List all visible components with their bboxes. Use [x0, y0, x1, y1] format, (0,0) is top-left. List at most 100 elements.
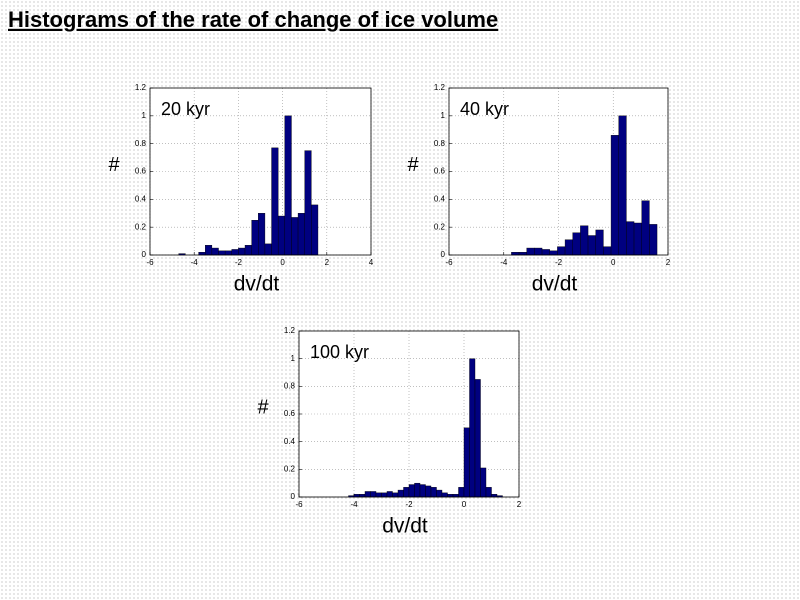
bar	[436, 489, 443, 498]
y-tick-label: 0.2	[434, 222, 446, 231]
y-tick-label: 0.4	[135, 194, 147, 203]
histogram-panel: -6 -4 -2 0 2 0 0.2 0.4 0.6 0.8 1 1.2 40 kyr dv/dt #	[407, 83, 670, 295]
plot-frame	[298, 330, 520, 498]
bar	[572, 232, 581, 256]
bar	[534, 247, 543, 256]
bar	[641, 200, 650, 256]
bar	[587, 235, 596, 256]
y-axis-label: #	[407, 154, 419, 176]
plot-frame	[448, 87, 669, 256]
bar	[447, 494, 454, 498]
bar	[205, 245, 213, 256]
y-tick-label: 0	[291, 492, 296, 501]
slide-title: Histograms of the rate of change of ice …	[8, 7, 498, 32]
plot-frame	[149, 87, 372, 256]
histogram-panel: -6 -4 -2 0 2 4 0 0.2 0.4 0.6 0.8 1 1.2 20 kyr dv/dt #	[108, 83, 373, 295]
bar	[353, 494, 360, 498]
bar	[430, 487, 437, 498]
bar	[425, 485, 432, 498]
bar	[485, 487, 492, 498]
y-tick-label: 0.4	[434, 194, 446, 203]
bar	[258, 213, 266, 256]
panel-annotation: 100 kyr	[310, 342, 369, 362]
x-tick-label: -4	[350, 500, 358, 509]
y-tick-label: 1.2	[135, 83, 147, 92]
y-tick-label: 1	[291, 354, 296, 363]
bar	[580, 225, 589, 256]
bar	[304, 150, 312, 256]
y-tick-label: 1.2	[284, 326, 296, 335]
y-tick-label: 0	[441, 250, 446, 259]
bar	[541, 249, 550, 256]
bar	[441, 492, 448, 498]
bar	[469, 358, 476, 498]
bar	[649, 224, 658, 256]
panel-annotation: 40 kyr	[460, 99, 509, 119]
bar	[370, 491, 377, 498]
bar	[511, 252, 520, 256]
bar	[603, 246, 612, 256]
y-tick-label: 0.6	[135, 167, 147, 176]
x-tick-label: -4	[191, 258, 199, 267]
y-tick-label: 0	[142, 250, 147, 259]
bar	[359, 494, 366, 498]
x-tick-label: 2	[517, 500, 522, 509]
bar	[375, 492, 382, 498]
x-tick-label: 0	[280, 258, 285, 267]
bar	[224, 250, 232, 256]
y-tick-label: 1.2	[434, 83, 446, 92]
bar	[633, 222, 642, 256]
x-axis-label: dv/dt	[382, 515, 428, 538]
bar	[518, 252, 527, 256]
bar	[386, 491, 393, 498]
x-tick-label: -2	[555, 258, 563, 267]
y-tick-label: 0.6	[284, 409, 296, 418]
bar	[392, 492, 399, 498]
x-axis-label: dv/dt	[532, 273, 578, 296]
x-tick-label: 4	[369, 258, 374, 267]
bar	[419, 484, 426, 498]
bar	[284, 115, 292, 256]
x-tick-label: 0	[611, 258, 616, 267]
x-tick-label: 2	[666, 258, 671, 267]
bar	[297, 213, 305, 256]
bar	[231, 249, 239, 256]
bar	[480, 467, 487, 498]
bar	[277, 215, 286, 256]
y-tick-label: 0.8	[284, 381, 296, 390]
bar	[618, 115, 627, 256]
bar	[271, 147, 279, 256]
bar	[452, 494, 459, 498]
bar	[381, 492, 388, 498]
x-tick-label: 2	[325, 258, 330, 267]
x-tick-label: -2	[235, 258, 243, 267]
bar	[244, 245, 252, 256]
bar	[610, 135, 619, 256]
y-axis-label: #	[257, 396, 269, 418]
x-tick-label: -2	[405, 500, 413, 509]
bar	[311, 204, 319, 256]
bar	[595, 229, 604, 256]
bar	[397, 489, 404, 498]
y-tick-label: 0.4	[284, 437, 296, 446]
bar	[474, 379, 481, 498]
x-tick-label: -6	[295, 500, 303, 509]
bar	[491, 494, 498, 498]
bar	[238, 247, 246, 256]
bar	[211, 247, 219, 256]
y-tick-label: 1	[142, 111, 147, 120]
bar	[364, 491, 371, 498]
bar	[403, 487, 410, 498]
bar	[564, 239, 573, 256]
bar	[549, 250, 558, 256]
x-tick-label: -6	[146, 258, 154, 267]
y-tick-label: 0.6	[434, 167, 446, 176]
x-tick-label: 0	[462, 500, 467, 509]
bar	[291, 217, 299, 256]
bar	[626, 221, 635, 256]
y-tick-label: 0.8	[135, 139, 147, 148]
bar	[218, 250, 226, 256]
y-tick-label: 1	[441, 111, 446, 120]
panel-annotation: 20 kyr	[161, 99, 210, 119]
